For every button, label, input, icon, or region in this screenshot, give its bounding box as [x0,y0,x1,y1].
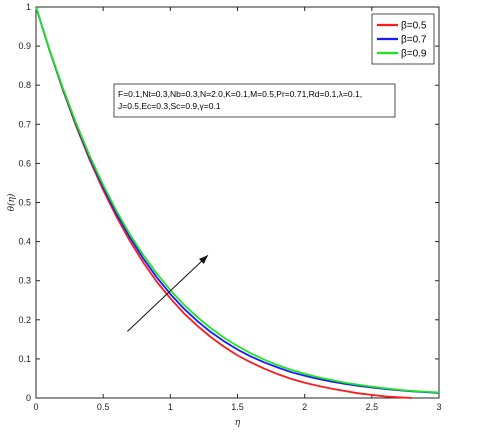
y-tick-label: 0.3 [18,276,31,286]
axis-ticks: 0 0.5 1 1.5 2 2.5 3 0 0.1 0.2 0.3 0.4 0.5 0.6 0.7 0.8 0.… [18,2,441,412]
x-tick-label: 0 [33,402,38,412]
x-tick-label: 1 [168,402,173,412]
annotation-line-2: J=0.5,Ec=0.3,Sc=0.9,γ=0.1 [118,101,221,111]
y-tick-label: 0.1 [18,354,31,364]
data-series [35,6,440,399]
y-tick-label: 0.5 [18,198,31,208]
parameter-annotation: F=0.1,Nt=0.3,Nb=0.3,N=2.0,K=0.1,M=0.5,Pr… [113,83,396,118]
y-axis-label: θ(η) [6,193,17,211]
x-tick-label: 1.5 [231,402,244,412]
x-tick-label: 0.5 [97,402,110,412]
series-line-1 [35,6,413,399]
y-tick-label: 0 [26,393,31,403]
legend-label-2: β=0.7 [401,35,427,46]
y-tick-label: 0.2 [18,315,31,325]
arrow-shaft [127,254,209,332]
axis-labels: η θ(η) [6,193,241,428]
y-tick-label: 1 [26,2,31,12]
y-tick-label: 0.6 [18,158,31,168]
y-tick-label: 0.9 [18,41,31,51]
x-tick-label: 3 [436,402,441,412]
legend-label-3: β=0.9 [401,49,427,60]
series-line-3 [35,6,440,394]
legend-label-1: β=0.5 [401,21,427,32]
x-tick-label: 2 [302,402,307,412]
y-tick-label: 0.4 [18,237,31,247]
x-axis-label: η [235,418,241,428]
arrow-head [199,255,208,265]
y-tick-label: 0.8 [18,80,31,90]
trend-arrow [127,254,209,332]
annotation-line-1: F=0.1,Nt=0.3,Nb=0.3,N=2.0,K=0.1,M=0.5,Pr… [118,89,362,99]
annotation-box [113,83,396,118]
x-tick-label: 2.5 [366,402,379,412]
legend: β=0.5 β=0.7 β=0.9 [371,13,435,65]
y-tick-label: 0.7 [18,119,31,129]
